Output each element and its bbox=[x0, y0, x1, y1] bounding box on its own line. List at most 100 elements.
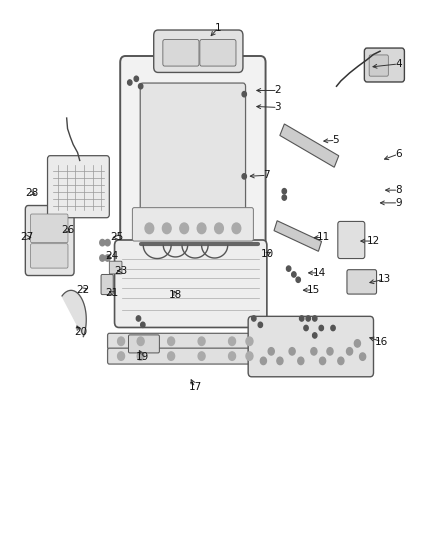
Circle shape bbox=[298, 357, 304, 365]
Circle shape bbox=[338, 357, 344, 365]
Text: 4: 4 bbox=[395, 59, 402, 69]
Circle shape bbox=[320, 357, 325, 365]
Polygon shape bbox=[274, 221, 321, 251]
Circle shape bbox=[292, 272, 296, 277]
Circle shape bbox=[127, 80, 132, 85]
Circle shape bbox=[117, 337, 124, 345]
Circle shape bbox=[197, 223, 206, 233]
Text: 25: 25 bbox=[110, 232, 124, 243]
Text: 1: 1 bbox=[215, 23, 222, 33]
Circle shape bbox=[246, 352, 253, 360]
Text: 7: 7 bbox=[264, 171, 270, 180]
Circle shape bbox=[311, 348, 317, 355]
FancyBboxPatch shape bbox=[115, 240, 267, 327]
FancyBboxPatch shape bbox=[347, 270, 377, 294]
Text: 28: 28 bbox=[26, 188, 39, 198]
Text: 10: 10 bbox=[261, 249, 274, 259]
Circle shape bbox=[296, 277, 300, 282]
FancyBboxPatch shape bbox=[47, 156, 110, 217]
FancyBboxPatch shape bbox=[25, 206, 74, 276]
Text: 22: 22 bbox=[77, 285, 90, 295]
Circle shape bbox=[246, 337, 253, 345]
FancyBboxPatch shape bbox=[108, 348, 270, 364]
Circle shape bbox=[260, 357, 266, 365]
Circle shape bbox=[198, 337, 205, 345]
Circle shape bbox=[168, 352, 175, 360]
Text: 2: 2 bbox=[275, 85, 281, 95]
Text: 13: 13 bbox=[378, 274, 391, 284]
Circle shape bbox=[313, 316, 317, 321]
Circle shape bbox=[242, 92, 247, 97]
Circle shape bbox=[168, 337, 175, 345]
Circle shape bbox=[229, 352, 236, 360]
Text: 16: 16 bbox=[375, 337, 389, 347]
Text: 24: 24 bbox=[105, 251, 118, 261]
Circle shape bbox=[313, 333, 317, 338]
Circle shape bbox=[282, 195, 286, 200]
Text: 9: 9 bbox=[395, 198, 402, 208]
FancyBboxPatch shape bbox=[120, 56, 265, 249]
Circle shape bbox=[300, 316, 304, 321]
Circle shape bbox=[134, 76, 138, 82]
FancyBboxPatch shape bbox=[108, 333, 270, 349]
FancyBboxPatch shape bbox=[163, 39, 199, 66]
Polygon shape bbox=[280, 124, 339, 167]
Circle shape bbox=[137, 352, 144, 360]
Circle shape bbox=[137, 337, 144, 345]
Circle shape bbox=[215, 223, 223, 233]
Circle shape bbox=[136, 316, 141, 321]
Text: 17: 17 bbox=[188, 382, 201, 392]
Circle shape bbox=[100, 255, 105, 261]
FancyBboxPatch shape bbox=[154, 30, 243, 72]
Text: 5: 5 bbox=[332, 135, 339, 146]
Text: 26: 26 bbox=[61, 225, 74, 236]
FancyBboxPatch shape bbox=[248, 317, 374, 377]
FancyBboxPatch shape bbox=[128, 335, 159, 353]
FancyBboxPatch shape bbox=[110, 261, 122, 274]
Circle shape bbox=[141, 322, 145, 327]
Circle shape bbox=[138, 84, 143, 89]
Circle shape bbox=[327, 348, 333, 355]
Circle shape bbox=[319, 325, 323, 330]
FancyBboxPatch shape bbox=[364, 48, 404, 82]
Circle shape bbox=[252, 316, 256, 321]
Circle shape bbox=[258, 322, 262, 327]
Text: 11: 11 bbox=[317, 232, 330, 243]
Text: 23: 23 bbox=[114, 266, 128, 276]
FancyBboxPatch shape bbox=[132, 208, 253, 241]
FancyBboxPatch shape bbox=[338, 221, 365, 259]
Circle shape bbox=[162, 223, 171, 233]
Text: 18: 18 bbox=[169, 289, 182, 300]
Circle shape bbox=[100, 239, 105, 246]
Polygon shape bbox=[62, 290, 86, 337]
Circle shape bbox=[229, 337, 236, 345]
Text: 15: 15 bbox=[307, 285, 320, 295]
FancyBboxPatch shape bbox=[140, 83, 246, 230]
Text: 14: 14 bbox=[312, 268, 326, 278]
Circle shape bbox=[286, 266, 291, 271]
FancyBboxPatch shape bbox=[369, 55, 389, 76]
Circle shape bbox=[117, 352, 124, 360]
Text: 8: 8 bbox=[395, 185, 402, 195]
Text: 21: 21 bbox=[106, 288, 119, 298]
Circle shape bbox=[346, 348, 353, 355]
Circle shape bbox=[331, 325, 335, 330]
FancyBboxPatch shape bbox=[200, 39, 236, 66]
Circle shape bbox=[232, 223, 241, 233]
Circle shape bbox=[304, 325, 308, 330]
Text: 27: 27 bbox=[20, 232, 33, 243]
FancyBboxPatch shape bbox=[31, 244, 68, 268]
Circle shape bbox=[198, 352, 205, 360]
Circle shape bbox=[180, 223, 188, 233]
FancyBboxPatch shape bbox=[101, 274, 113, 295]
Circle shape bbox=[105, 239, 110, 246]
Circle shape bbox=[306, 316, 311, 321]
Circle shape bbox=[354, 340, 360, 347]
Circle shape bbox=[268, 348, 274, 355]
Text: 20: 20 bbox=[74, 327, 87, 337]
FancyBboxPatch shape bbox=[31, 214, 68, 243]
Circle shape bbox=[277, 357, 283, 365]
Circle shape bbox=[242, 174, 247, 179]
Text: 6: 6 bbox=[395, 149, 402, 159]
Circle shape bbox=[282, 189, 286, 194]
